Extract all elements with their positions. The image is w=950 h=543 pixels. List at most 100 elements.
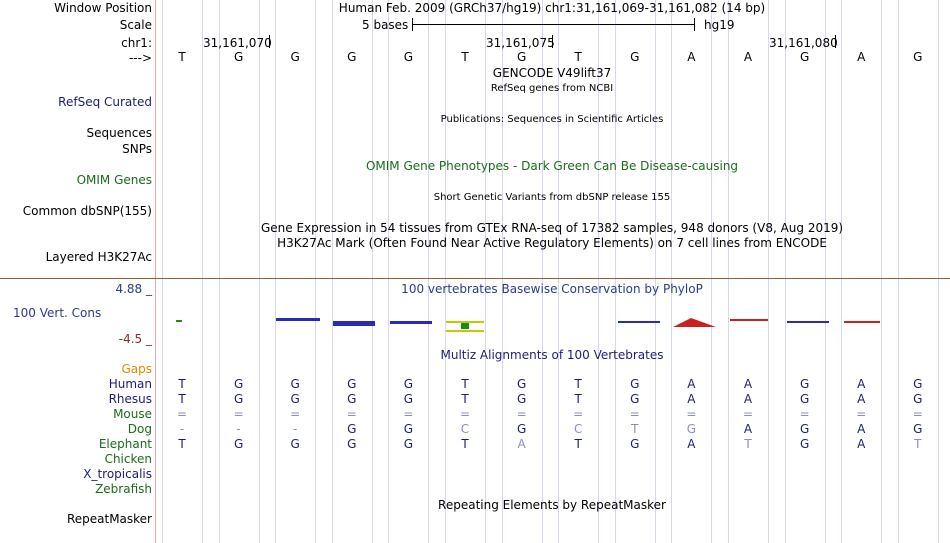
label-common-dbsnp[interactable]: Common dbSNP(155) [22, 204, 152, 218]
alignment-base: T [178, 392, 186, 406]
ruler-base: G [913, 50, 923, 64]
label-omim-genes[interactable]: OMIM Genes [76, 173, 152, 187]
label-phylop-max: 4.88 _ [115, 282, 152, 296]
alignment-base: T [631, 422, 639, 436]
species-label-human[interactable]: Human [108, 377, 152, 391]
alignment-base: C [573, 422, 583, 436]
alignment-base: G [516, 392, 527, 406]
ruler-base: G [290, 50, 300, 64]
phylop-track-title[interactable]: 100 vertebrates Basewise Conservation by… [401, 282, 703, 296]
phylop-mark-6 [461, 323, 469, 329]
label-100-vert-cons[interactable]: 100 Vert. Cons [13, 306, 102, 320]
phylop-mark-2 [276, 318, 320, 321]
label-phylop-min: -4.5 _ [118, 332, 152, 346]
gridline [371, 0, 373, 543]
h3k27ac-track-title[interactable]: H3K27Ac Mark (Often Found Near Active Re… [277, 236, 827, 250]
alignment-base: T [914, 437, 922, 451]
alignment-base: C [460, 422, 470, 436]
alignment-base: G [799, 422, 810, 436]
gridline [841, 0, 843, 543]
gridline [937, 0, 939, 543]
gridline [501, 0, 503, 543]
phylop-mark-10 [730, 319, 768, 321]
scale-bar-right-tick [694, 18, 695, 31]
ruler-base: G [403, 50, 414, 64]
phylop-mark-4 [390, 321, 432, 324]
label-chrom[interactable]: chr1: [121, 36, 152, 50]
species-label-x_tropicalis[interactable]: X_tropicalis [83, 467, 152, 481]
alignment-base: A [743, 377, 753, 391]
omim-track-title[interactable]: OMIM Gene Phenotypes - Dark Green Can Be… [365, 159, 739, 173]
phylop-mark-8 [618, 321, 660, 323]
alignment-base: - [179, 422, 185, 436]
species-label-chicken[interactable]: Chicken [104, 452, 152, 466]
species-label-zebrafish[interactable]: Zebrafish [95, 482, 152, 496]
ruler-tick-3 [835, 35, 836, 48]
repeatmasker-track-title[interactable]: Repeating Elements by RepeatMasker [438, 498, 666, 512]
alignment-base: - [236, 422, 241, 436]
label-repeatmasker[interactable]: RepeatMasker [66, 512, 152, 526]
ruler-base: G [233, 50, 244, 64]
label-sequences[interactable]: Sequences [86, 126, 152, 140]
alignment-base: A [687, 392, 696, 406]
species-label-rhesus[interactable]: Rhesus [108, 392, 152, 406]
alignment-base: G [913, 392, 923, 406]
alignment-base: = [573, 407, 584, 421]
phylop-mark-5 [446, 321, 484, 323]
gtex-track-title[interactable]: Gene Expression in 54 tissues from GTEx … [260, 221, 844, 235]
species-label-elephant[interactable]: Elephant [98, 437, 152, 451]
alignment-base: G [630, 437, 640, 451]
publications-track-title[interactable]: Publications: Sequences in Scientific Ar… [440, 114, 664, 125]
label-strand-arrow[interactable]: ---> [128, 51, 152, 65]
gridline [485, 0, 486, 543]
alignment-base: = [742, 407, 754, 421]
ruler-base: A [857, 50, 866, 64]
ruler-position-1: 31,161,070 [203, 36, 272, 50]
alignment-base: A [857, 437, 866, 451]
species-label-dog[interactable]: Dog [127, 422, 152, 436]
phylop-conservation-graph[interactable] [156, 300, 950, 340]
alignment-base: - [293, 422, 298, 436]
label-layered-h3k27ac[interactable]: Layered H3K27Ac [45, 250, 152, 264]
label-window-position[interactable]: Window Position [54, 1, 152, 15]
refseq-track-title[interactable]: RefSeq genes from NCBI [490, 83, 614, 94]
alignment-base: = [233, 407, 244, 421]
ruler-base: T [178, 50, 186, 64]
gridline [768, 0, 769, 543]
track-group-separator [0, 278, 950, 279]
alignment-base: = [290, 407, 301, 421]
alignment-base: G [799, 437, 810, 451]
gridline [218, 0, 220, 543]
gridline [258, 0, 260, 543]
label-gaps[interactable]: Gaps [121, 362, 152, 376]
label-snps[interactable]: SNPs [122, 142, 152, 156]
alignment-base: T [574, 377, 582, 391]
ruler-base: G [799, 50, 810, 64]
alignment-base: G [403, 377, 414, 391]
alignment-base: G [233, 377, 244, 391]
alignment-base: = [403, 407, 414, 421]
alignment-base: G [913, 422, 923, 436]
alignment-base: G [403, 437, 414, 451]
alignment-base: = [686, 407, 697, 421]
alignment-base: T [744, 437, 752, 451]
label-refseq-curated[interactable]: RefSeq Curated [58, 95, 152, 109]
species-label-mouse[interactable]: Mouse [113, 407, 152, 421]
alignment-base: G [233, 437, 244, 451]
alignment-base: G [403, 422, 414, 436]
alignment-base: G [630, 377, 640, 391]
alignment-base: G [516, 377, 527, 391]
alignment-base: G [347, 377, 357, 391]
ruler-base: G [516, 50, 527, 64]
alignment-base: T [461, 437, 469, 451]
label-scale[interactable]: Scale [119, 18, 152, 32]
dbsnp-track-title[interactable]: Short Genetic Variants from dbSNP releas… [433, 192, 671, 203]
gencode-track-title[interactable]: GENCODE V49lift37 [492, 66, 612, 80]
multiz-track-title[interactable]: Multiz Alignments of 100 Vertebrates [440, 348, 664, 362]
gridline [558, 0, 560, 543]
track-image-area[interactable] [156, 0, 950, 543]
alignment-base: A [857, 377, 866, 391]
track-label-column: Window Position Scale chr1: ---> RefSeq … [0, 0, 156, 543]
alignment-base: G [630, 392, 640, 406]
alignment-base: G [516, 422, 527, 436]
